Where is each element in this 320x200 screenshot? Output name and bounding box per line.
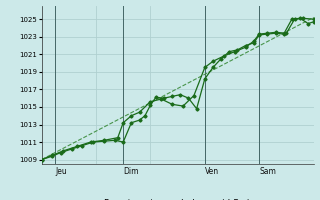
Text: Sam: Sam: [259, 167, 276, 176]
Text: Pression niveau de la mer( hPa ): Pression niveau de la mer( hPa ): [104, 199, 251, 200]
Text: Jeu: Jeu: [55, 167, 67, 176]
Text: Dim: Dim: [123, 167, 139, 176]
Text: Ven: Ven: [205, 167, 219, 176]
